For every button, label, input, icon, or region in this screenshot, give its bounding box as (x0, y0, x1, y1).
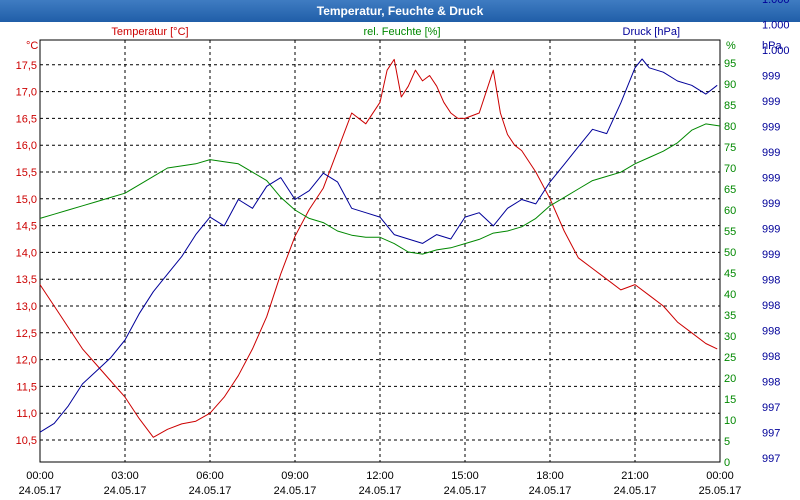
legend-entry: Druck [hPa] (623, 26, 680, 38)
x-tick-time: 15:00 (451, 470, 479, 482)
temperature-tick-label: 13,0 (16, 301, 37, 313)
x-tick-time: 21:00 (621, 470, 649, 482)
pressure-tick-label: 999 (762, 71, 780, 83)
temperature-tick-label: 16,5 (16, 113, 37, 125)
humidity-tick-label: 35 (724, 310, 736, 322)
pressure-tick-label: 997 (762, 402, 780, 414)
x-tick-date: 24.05.17 (444, 485, 487, 497)
legend-entry: rel. Feuchte [%] (363, 26, 440, 38)
pressure-unit-label: hPa (762, 40, 782, 52)
temperature-series-line (39, 58, 718, 438)
pressure-tick-label: 1.000 (762, 0, 790, 6)
humidity-tick-label: 20 (724, 373, 736, 385)
humidity-tick-label: 80 (724, 121, 736, 133)
x-tick-time: 00:00 (26, 470, 54, 482)
temperature-tick-label: 11,5 (16, 381, 37, 393)
humidity-tick-label: 15 (724, 394, 736, 406)
pressure-series-line (39, 58, 718, 433)
x-tick-date: 24.05.17 (274, 485, 317, 497)
humidity-tick-label: 90 (724, 79, 736, 91)
humidity-tick-label: 45 (724, 268, 736, 280)
pressure-tick-label: 997 (762, 428, 780, 440)
humidity-tick-label: 40 (724, 289, 736, 301)
x-tick-time: 03:00 (111, 470, 139, 482)
pressure-tick-label: 1.000 (762, 45, 790, 57)
temperature-tick-label: 15,5 (16, 167, 37, 179)
x-tick-date: 24.05.17 (189, 485, 232, 497)
temperature-tick-label: 17,0 (16, 87, 37, 99)
humidity-tick-label: 55 (724, 226, 736, 238)
window-title: Temperatur, Feuchte & Druck (0, 0, 800, 22)
x-tick-time: 18:00 (536, 470, 564, 482)
temperature-tick-label: 11,0 (16, 408, 37, 420)
x-tick-date: 24.05.17 (104, 485, 147, 497)
humidity-tick-label: 10 (724, 415, 736, 427)
humidity-tick-label: 70 (724, 163, 736, 175)
x-tick-time: 00:00 (706, 470, 734, 482)
humidity-series-line (39, 123, 721, 255)
pressure-tick-label: 997 (762, 453, 780, 465)
x-tick-time: 06:00 (196, 470, 224, 482)
temperature-tick-label: 13,5 (16, 274, 37, 286)
pressure-tick-label: 999 (762, 173, 780, 185)
pressure-tick-label: 999 (762, 96, 780, 108)
pressure-tick-label: 998 (762, 351, 780, 363)
legend-entry: Temperatur [°C] (111, 26, 188, 38)
x-tick-time: 09:00 (281, 470, 309, 482)
humidity-tick-label: 75 (724, 142, 736, 154)
temperature-tick-label: 12,0 (16, 355, 37, 367)
pressure-tick-label: 999 (762, 122, 780, 134)
pressure-tick-label: 999 (762, 198, 780, 210)
temperature-unit-label: °C (26, 40, 38, 52)
x-tick-date: 24.05.17 (529, 485, 572, 497)
temperature-tick-label: 16,0 (16, 140, 37, 152)
humidity-tick-label: 5 (724, 436, 730, 448)
temperature-tick-label: 17,5 (16, 60, 37, 72)
pressure-tick-label: 998 (762, 300, 780, 312)
humidity-unit-label: % (726, 40, 736, 52)
x-tick-date: 24.05.17 (19, 485, 62, 497)
temperature-tick-label: 10,5 (16, 435, 37, 447)
x-tick-time: 12:00 (366, 470, 394, 482)
pressure-tick-label: 999 (762, 249, 780, 261)
humidity-tick-label: 25 (724, 352, 736, 364)
temperature-tick-label: 12,5 (16, 328, 37, 340)
pressure-tick-label: 999 (762, 147, 780, 159)
humidity-tick-label: 60 (724, 205, 736, 217)
temperature-tick-label: 14,5 (16, 221, 37, 233)
humidity-tick-label: 30 (724, 331, 736, 343)
pressure-tick-label: 999 (762, 224, 780, 236)
x-tick-date: 24.05.17 (359, 485, 402, 497)
pressure-tick-label: 998 (762, 275, 780, 287)
x-tick-date: 25.05.17 (699, 485, 742, 497)
pressure-tick-label: 998 (762, 377, 780, 389)
temperature-tick-label: 15,0 (16, 194, 37, 206)
humidity-tick-label: 50 (724, 247, 736, 259)
humidity-tick-label: 65 (724, 184, 736, 196)
pressure-tick-label: 1.000 (762, 20, 790, 32)
humidity-tick-label: 85 (724, 100, 736, 112)
pressure-tick-label: 998 (762, 326, 780, 338)
humidity-tick-label: 95 (724, 58, 736, 70)
x-tick-date: 24.05.17 (614, 485, 657, 497)
temperature-tick-label: 14,0 (16, 247, 37, 259)
humidity-tick-label: 0 (724, 457, 730, 469)
